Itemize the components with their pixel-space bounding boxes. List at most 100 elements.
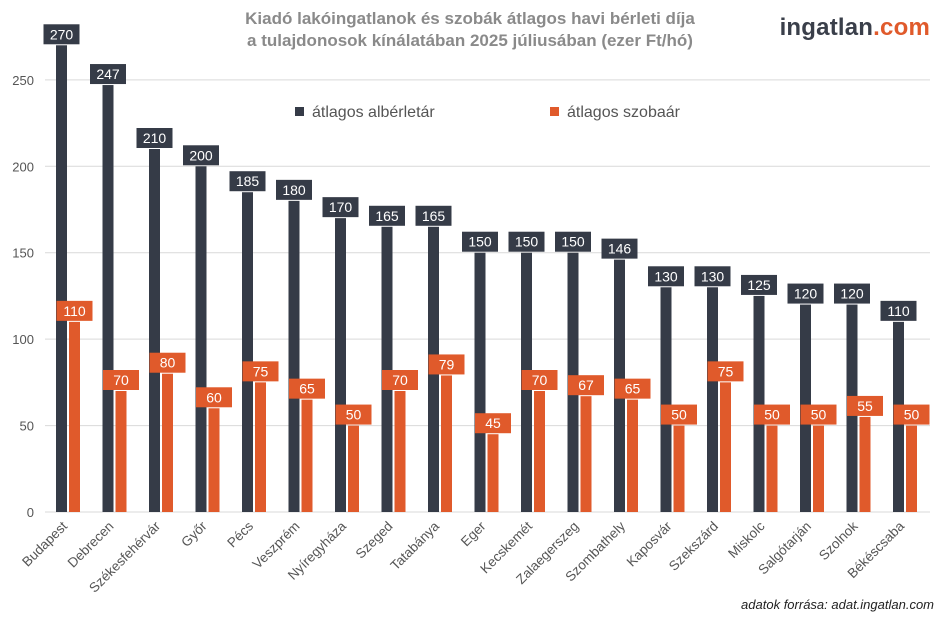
data-label: 50 [811, 407, 827, 423]
bar-szobaár [69, 321, 80, 512]
x-tick-label: Szolnok [816, 518, 861, 563]
gridlines [45, 79, 930, 513]
logo-part1: ingatlan [779, 14, 874, 41]
bar-szobaár [301, 399, 313, 512]
data-label-box [475, 413, 511, 434]
data-label: 45 [485, 415, 501, 431]
bar-szobaár [720, 382, 731, 512]
data-label-box [183, 145, 219, 166]
data-label: 165 [422, 208, 446, 224]
bar-szobaár [534, 391, 545, 512]
data-label-box [149, 352, 186, 373]
data-label: 67 [578, 377, 594, 393]
y-axis: 0 50 100 150 200 250 [12, 73, 34, 520]
y-tick-label: 200 [12, 159, 34, 174]
legend-swatch-dark [295, 107, 304, 116]
data-label: 70 [392, 372, 408, 388]
y-tick-label: 150 [12, 246, 34, 261]
bar-szobaár [580, 396, 592, 512]
data-label: 60 [206, 389, 222, 405]
bar-albérletár [753, 295, 765, 512]
chart-title: Kiadó lakóingatlanok és szobák átlagos h… [160, 8, 780, 52]
bar-szobaár [162, 373, 173, 512]
x-tick-label: Miskolc [725, 518, 768, 561]
data-label-box [601, 238, 638, 259]
data-label-box [754, 404, 790, 425]
bar-szobaár [208, 408, 220, 512]
bar-albérletár [288, 200, 300, 512]
data-label: 247 [96, 66, 120, 82]
data-label: 70 [532, 372, 548, 388]
bar-albérletár [707, 287, 718, 512]
data-label-box [56, 300, 93, 321]
y-tick-label: 100 [12, 332, 34, 347]
data-label-box [568, 375, 604, 396]
data-label: 120 [794, 286, 818, 302]
data-label-box [276, 179, 312, 200]
data-label-box [707, 361, 744, 382]
data-label-box [382, 370, 418, 390]
data-label: 150 [468, 234, 492, 250]
data-label-box [90, 64, 126, 85]
bar-szobaár [487, 434, 499, 512]
data-label: 50 [764, 407, 780, 423]
data-label: 75 [718, 363, 734, 379]
y-tick-label: 250 [12, 73, 34, 88]
chart-title-line2: a tulajdonosok kínálatában 2025 júliusáb… [247, 31, 693, 50]
data-label-box [229, 171, 266, 192]
x-tick-label: Eger [458, 518, 489, 549]
x-tick-label: Szekszárd [666, 519, 721, 574]
data-label-box [103, 370, 139, 390]
data-label: 120 [840, 286, 864, 302]
bar-albérletár [149, 149, 160, 512]
bar-albérletár [195, 166, 207, 513]
data-label-box [289, 378, 325, 399]
data-label-box [880, 300, 917, 321]
data-label-box [847, 395, 883, 416]
legend-label-albérletár: átlagos albérletár [312, 104, 435, 121]
bar-szobaár [766, 425, 778, 512]
legend-label-szobaár: átlagos szobaár [567, 104, 680, 121]
x-tick-label: Tatabánya [387, 518, 442, 573]
logo-part2: .com [873, 14, 930, 41]
data-label: 70 [113, 372, 129, 388]
source-note: adatok forrása: adat.ingatlan.com [741, 597, 934, 612]
x-tick-label: Budapest [19, 518, 70, 569]
data-label-box [648, 266, 684, 287]
legend-swatch-orange [550, 107, 559, 116]
brand-logo: ingatlan.com [780, 14, 930, 42]
data-label: 130 [654, 268, 678, 284]
bar-szobaár [255, 382, 266, 512]
data-label-box [521, 370, 558, 390]
data-label-box [893, 404, 930, 425]
data-label: 110 [63, 303, 86, 319]
x-tick-label: Szeged [353, 519, 396, 562]
data-label: 80 [160, 355, 176, 371]
data-label: 125 [747, 277, 771, 293]
data-label-box [136, 128, 173, 148]
data-label: 130 [701, 268, 725, 284]
data-label: 50 [671, 407, 687, 423]
data-label: 180 [282, 182, 306, 198]
data-label-box [787, 283, 824, 304]
data-label-box [335, 404, 372, 425]
data-label: 185 [236, 173, 260, 189]
data-label: 50 [346, 407, 362, 423]
data-label-box [196, 387, 232, 408]
y-tick-label: 0 [27, 505, 34, 520]
data-label-box [614, 378, 651, 399]
data-label: 146 [608, 241, 632, 257]
bar-albérletár [242, 192, 253, 512]
bar-szobaár [673, 425, 685, 512]
data-label: 75 [253, 363, 269, 379]
data-label-box [462, 231, 498, 252]
data-label: 270 [50, 26, 74, 42]
bar-szobaár [906, 425, 917, 512]
data-label: 55 [857, 398, 873, 414]
data-label-box [415, 205, 452, 226]
bar-albérletár [660, 287, 672, 512]
bar-szobaár [813, 425, 824, 512]
data-label-box [508, 231, 545, 252]
